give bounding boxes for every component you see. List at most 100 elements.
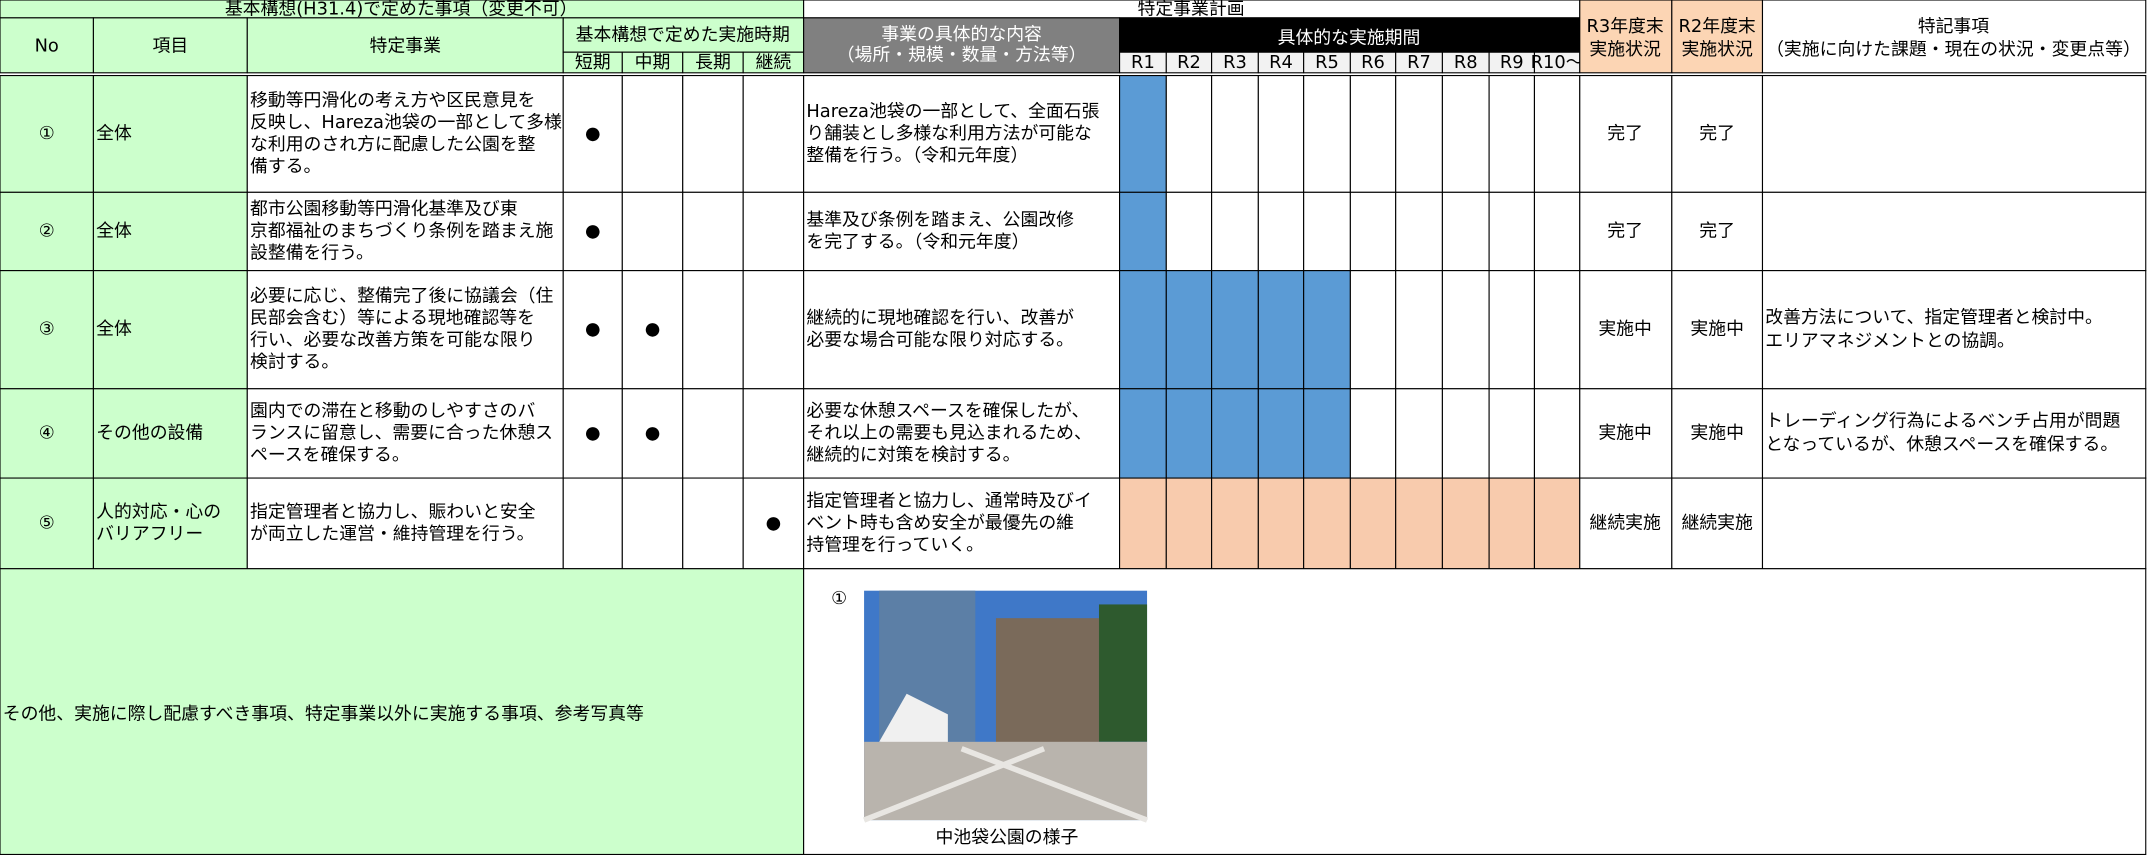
- cell: [1488, 270, 1535, 390]
- cell-text: 必要に応じ、整備完了後に協議会（住: [250, 286, 553, 307]
- cell-text: 実施中: [1598, 319, 1652, 340]
- cell-text: R3: [1223, 52, 1247, 73]
- cell: [92, 17, 248, 74]
- cell: [1671, 0, 1764, 74]
- cell: [1119, 191, 1167, 272]
- cell: [1761, 75, 2147, 193]
- cell-text: 備する。: [250, 156, 321, 177]
- cell: [1671, 270, 1764, 390]
- cell: [803, 270, 1121, 390]
- cell: [1303, 388, 1351, 479]
- cell-text: 継続的に対策を検討する。: [806, 444, 1020, 465]
- cell-text: 継続: [756, 52, 792, 73]
- cell-text: R5: [1315, 52, 1339, 73]
- cell-text: 中池袋公園の様子: [936, 827, 1079, 848]
- cell: [562, 191, 623, 272]
- cell-text: （実施に向けた課題・現在の状況・変更点等）: [1766, 39, 2141, 60]
- cell-text: 実施状況: [1589, 39, 1661, 60]
- cell: [1303, 477, 1351, 570]
- cell: [1579, 388, 1673, 479]
- cell-text: その他の設備: [96, 422, 203, 443]
- cell: [1165, 270, 1213, 390]
- cell-text: り舗装とし多様な利用方法が可能な: [806, 123, 1091, 144]
- cell: [1761, 0, 2147, 74]
- cell: [246, 477, 564, 570]
- cell: [803, 191, 1121, 272]
- cell-text: ③: [39, 319, 55, 340]
- cell-text: 全体: [96, 123, 132, 144]
- cell-text: 実施状況: [1681, 39, 1753, 60]
- cell: [1533, 388, 1581, 479]
- cell: [682, 191, 744, 272]
- cell-text: No: [35, 36, 59, 57]
- cell-text: 整備を行う。（令和元年度）: [806, 145, 1028, 166]
- cell: [1165, 477, 1213, 570]
- cell-text: 継続的に現地確認を行い、改善が: [806, 308, 1074, 329]
- cell-text: 基本構想で定めた実施時期: [576, 25, 790, 46]
- cell: [803, 75, 1121, 193]
- cell-text: R10～: [1531, 52, 1584, 73]
- cell-text: 検討する。: [250, 352, 339, 373]
- cell-text: R7: [1407, 52, 1431, 73]
- cell: [92, 388, 248, 479]
- cell-text: エリアマネジメントとの協調。: [1765, 330, 2015, 351]
- cell: [1119, 477, 1167, 570]
- cell: [621, 191, 684, 272]
- cell: [562, 75, 623, 193]
- cell: [742, 388, 805, 479]
- cell: [0, 270, 94, 390]
- cell: [1257, 388, 1305, 479]
- cell: [562, 388, 623, 479]
- cell-text: バリアフリー: [96, 523, 203, 544]
- cell-text: 実施中: [1598, 422, 1652, 443]
- cell-text: 設整備を行う。: [250, 242, 374, 263]
- cell: [246, 270, 564, 390]
- cell-text: ●: [585, 319, 601, 340]
- cell-text: 行い、必要な改善方策を可能な限り: [250, 330, 536, 351]
- cell: [682, 477, 744, 570]
- cell-text: を完了する。（令和元年度）: [806, 231, 1029, 252]
- photo-tent: [879, 693, 948, 749]
- cell: [1441, 75, 1490, 193]
- cell: [0, 75, 94, 193]
- cell: [1488, 388, 1535, 479]
- cell-text: ②: [39, 220, 55, 241]
- cell: [92, 270, 248, 390]
- cell: [1119, 17, 1581, 53]
- cell-text: 完了: [1607, 123, 1643, 144]
- cell-text: R4: [1269, 52, 1293, 73]
- cell: [803, 17, 1121, 74]
- cell-text: 継続実施: [1589, 512, 1661, 533]
- cell: [742, 191, 805, 272]
- cell: [1211, 75, 1259, 193]
- cell-text: トレーディング行為によるベンチ占用が問題: [1765, 411, 2120, 432]
- cell-text: ①: [39, 123, 55, 144]
- cell-text: ⑤: [39, 512, 55, 533]
- cell-text: ●: [585, 123, 601, 144]
- cell-text: 指定管理者と協力し、通常時及びイ: [806, 490, 1091, 511]
- cell: [1533, 191, 1581, 272]
- cell: [742, 477, 805, 570]
- cell-text: ペースを確保する。: [250, 444, 410, 465]
- cell: [1211, 270, 1259, 390]
- photo-tree: [1098, 604, 1148, 742]
- cell: [1671, 388, 1764, 479]
- cell-text: R1: [1131, 52, 1155, 73]
- cell: [246, 388, 564, 479]
- cell-text: ●: [645, 319, 661, 340]
- cell: [621, 270, 684, 390]
- cell-text: ④: [39, 422, 55, 443]
- cell-text: 都市公園移動等円滑化基準及び東: [250, 198, 518, 219]
- cell-text: 持管理を行っていく。: [806, 534, 984, 555]
- cell-text: となっているが、休憩スペースを確保する。: [1765, 434, 2118, 455]
- cell-text: 完了: [1699, 123, 1735, 144]
- cell: [1671, 75, 1764, 193]
- cell: [803, 477, 1121, 570]
- cell-text: ①: [831, 588, 847, 609]
- cell: [1533, 477, 1581, 570]
- cell: [1349, 270, 1397, 390]
- cell-text: ●: [585, 422, 601, 443]
- cell-text: ●: [645, 422, 661, 443]
